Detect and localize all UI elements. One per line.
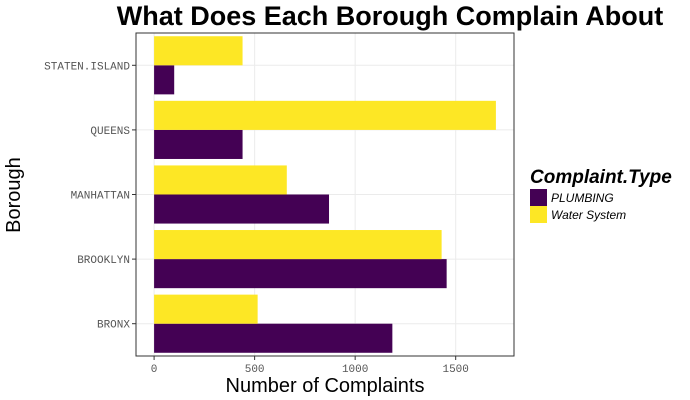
legend-items: PLUMBING Water System (530, 189, 626, 223)
x-tick-label: 0 (151, 364, 158, 376)
bar-manhattan-water-system (154, 165, 287, 195)
x-tick-label: 1000 (342, 364, 368, 376)
legend-swatch-water-system (530, 206, 547, 223)
x-tick-label: 500 (245, 364, 265, 376)
y-tick-label: QUEENS (90, 126, 130, 138)
y-tick-label: MANHATTAN (71, 191, 130, 203)
bar-staten-island-plumbing (154, 65, 175, 95)
axis-ticks: BRONX BROOKLYN MANHATTAN QUEENS STATEN.ISLAN… (44, 61, 469, 376)
y-tick-label: BROOKLYN (77, 255, 130, 267)
bar-manhattan-plumbing (154, 194, 330, 224)
legend: Complaint.Type PLUMBING Water System (530, 167, 672, 223)
legend-label: Water System (551, 208, 626, 222)
x-tick-label: 1500 (442, 364, 468, 376)
bar-brooklyn-plumbing (154, 259, 447, 289)
legend-swatch-plumbing (530, 189, 547, 206)
y-tick-label: BRONX (97, 320, 130, 332)
bar-queens-plumbing (154, 129, 243, 159)
bar-bronx-water-system (154, 294, 258, 324)
y-tick-label: STATEN.ISLAND (44, 61, 130, 73)
legend-title: Complaint.Type (530, 167, 672, 188)
x-axis-title: Number of Complaints (226, 375, 425, 397)
chart-title: What Does Each Borough Complain About (117, 1, 664, 31)
bar-queens-water-system (154, 100, 496, 130)
bar-brooklyn-water-system (154, 230, 442, 260)
bar-bronx-plumbing (154, 323, 393, 353)
bar-staten-island-water-system (154, 36, 243, 66)
y-axis-title: Borough (3, 157, 25, 233)
legend-label: PLUMBING (551, 191, 614, 205)
bars (154, 36, 496, 353)
